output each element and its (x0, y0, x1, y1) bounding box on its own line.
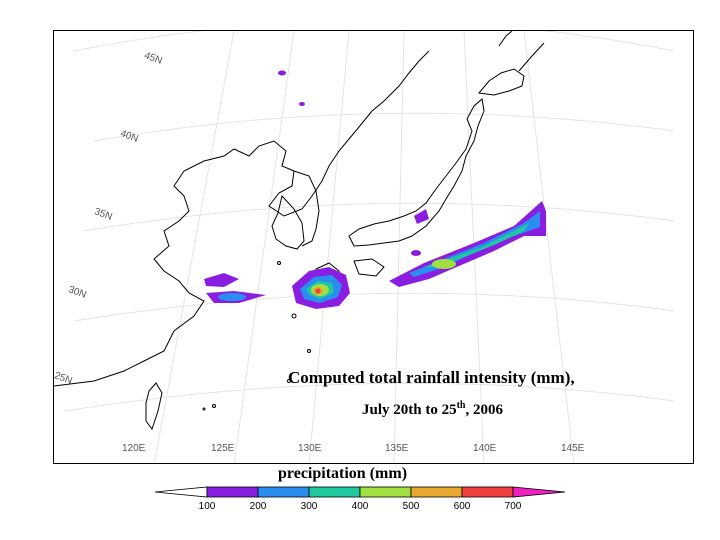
precipitation-shading (204, 70, 546, 309)
colorbar-tick-200: 200 (249, 501, 267, 512)
lon-label-130e: 130E (298, 443, 322, 454)
lon-label-125e: 125E (211, 443, 235, 454)
colorbar-tick-300: 300 (300, 501, 318, 512)
colorbar-segment-2 (257, 486, 310, 498)
caption-date-prefix: July 20th to 25 (362, 402, 457, 418)
caption-title: Computed total rainfall intensity (mm), (288, 368, 575, 387)
colorbar-tick-400: 400 (351, 501, 369, 512)
legend-title: precipitation (mm) (278, 465, 408, 482)
colorbar-tick-100: 100 (198, 501, 216, 512)
colorbar-segment-6 (461, 486, 514, 498)
map-canvas (54, 31, 675, 463)
colorbar (154, 486, 566, 498)
colorbar-segment-3 (308, 486, 361, 498)
lon-label-140e: 140E (473, 443, 497, 454)
map-panel: 45N 40N 35N 30N 25N 120E 125E 130E 135E … (53, 30, 694, 464)
colorbar-tick-700: 700 (504, 501, 522, 512)
lon-label-135e: 135E (385, 443, 409, 454)
graticule (63, 31, 675, 463)
caption-date-year: , 2006 (465, 402, 504, 418)
colorbar-tick-500: 500 (402, 501, 420, 512)
colorbar-segment-4 (359, 486, 412, 498)
colorbar-segment-above-max (512, 486, 566, 498)
lon-label-120e: 120E (122, 443, 146, 454)
caption-date-suffix-sup: th (456, 400, 466, 411)
colorbar-segment-1 (206, 486, 259, 498)
lon-label-145e: 145E (561, 443, 585, 454)
colorbar-segment-5 (410, 486, 463, 498)
coastlines (54, 31, 545, 431)
colorbar-tick-600: 600 (453, 501, 471, 512)
colorbar-segment-below-min (154, 486, 208, 498)
caption-date-range: July 20th to 25th, 2006 (362, 400, 503, 419)
